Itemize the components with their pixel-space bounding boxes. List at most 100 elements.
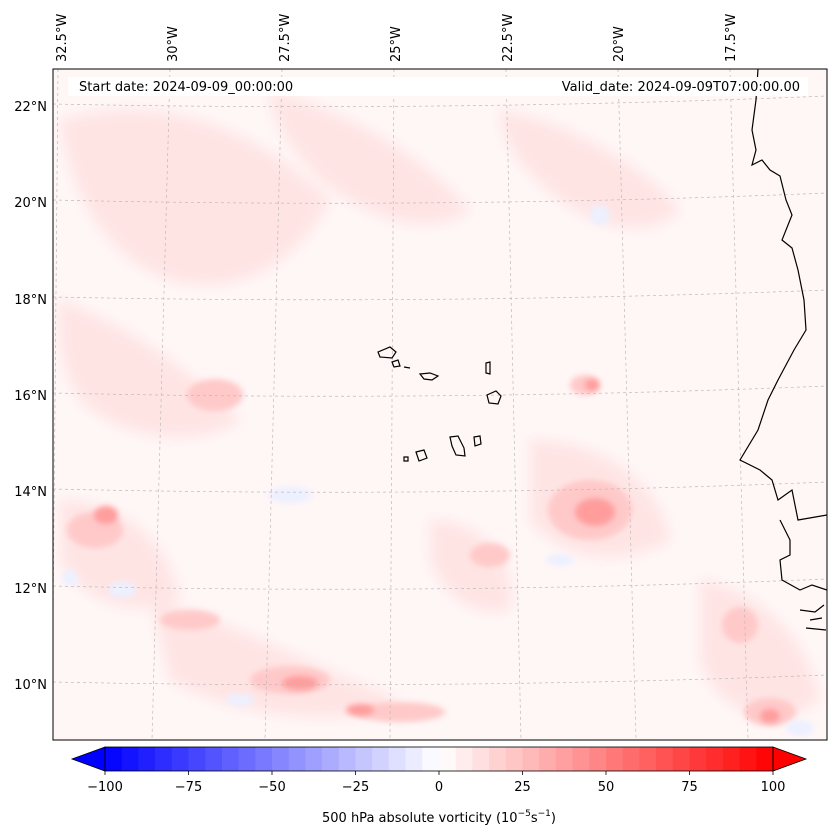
colorbar-segment (355, 747, 373, 771)
colorbar-segment (539, 747, 557, 771)
senegal-gambia-coast (779, 519, 827, 591)
brava-island (403, 456, 409, 462)
colorbar-segment (555, 747, 574, 771)
cbar-tick-0: 0 (435, 780, 443, 795)
lat-label-18n: 18°N (14, 293, 47, 308)
colorbar-segment (155, 747, 173, 771)
latitude-labels: 22°N 20°N 18°N 16°N 14°N 12°N 10°N (14, 100, 47, 693)
parallel-12n (53, 578, 827, 590)
santo-antao-island (377, 346, 397, 359)
lat-label-12n: 12°N (14, 582, 47, 597)
meridian-27-5w (264, 69, 283, 740)
colorbar-segment (288, 747, 306, 771)
colorbar-segment (238, 747, 256, 771)
colorbar-tick-marks (104, 771, 774, 775)
meridian-17-5w (729, 69, 749, 740)
cbar-tick-50: 50 (598, 780, 615, 795)
colorbar-segment (338, 747, 356, 771)
colorbar-segment (622, 747, 640, 771)
parallel-22n (53, 95, 827, 108)
fogo-island (415, 449, 428, 462)
meridian-20w (617, 69, 637, 740)
santa-luzia-island (403, 366, 411, 369)
lon-label-25w: 25°W (389, 26, 404, 62)
colorbar-segment (272, 747, 290, 771)
coastlines (377, 69, 827, 631)
colorbar-tick-labels: −100 −75 −50 −25 0 25 50 75 100 (87, 780, 785, 795)
colorbar-segment (739, 747, 757, 771)
colorbar-segment (689, 747, 707, 771)
colorbar-segment (138, 747, 156, 771)
sao-nicolau-island (418, 372, 440, 381)
colorbar-segment (489, 747, 507, 771)
cbar-tick-100: 100 (761, 780, 786, 795)
cbar-tick-m100: −100 (87, 780, 123, 795)
lon-label-20w: 20°W (612, 26, 627, 62)
colorbar-segment (722, 747, 741, 771)
colorbar-segment (522, 747, 540, 771)
map-frame (52, 68, 828, 741)
colorbar-segment (255, 747, 273, 771)
cbar-tick-m25: −25 (342, 780, 369, 795)
colorbar-label: 500 hPa absolute vorticity (10−5s−1) (322, 809, 556, 826)
boa-vista-island (486, 390, 502, 405)
colorbar-segment (472, 747, 490, 771)
lat-label-10n: 10°N (14, 678, 47, 693)
colorbar-segment (706, 747, 724, 771)
colorbar-segment (188, 747, 206, 771)
lon-label-17-5w: 17.5°W (724, 14, 739, 62)
cbar-tick-m75: −75 (175, 780, 202, 795)
parallel-20n (53, 192, 827, 204)
colorbar-segment (305, 747, 323, 771)
meridian-25w (389, 69, 395, 740)
africa-coastline (739, 69, 827, 521)
parallel-18n (53, 289, 827, 301)
lat-label-22n: 22°N (14, 100, 47, 115)
colorbar-segment (589, 747, 607, 771)
colorbar-segment (439, 747, 457, 771)
colorbar-segment (171, 747, 189, 771)
longitude-labels: 32.5°W 30°W 27.5°W 25°W 22.5°W 20°W 17.5… (55, 14, 739, 62)
guinea-bissau-coast (799, 604, 827, 631)
colorbar-segment (756, 747, 774, 771)
cbar-tick-25: 25 (514, 780, 531, 795)
santiago-island (449, 435, 466, 457)
colorbar-segment (405, 747, 423, 771)
lon-label-27-5w: 27.5°W (278, 14, 293, 62)
colorbar-segment (372, 747, 390, 771)
colorbar-segment (606, 747, 624, 771)
colorbar-segment (205, 747, 223, 771)
lat-label-14n: 14°N (14, 485, 47, 500)
colorbar-segment (656, 747, 674, 771)
lat-label-16n: 16°N (14, 389, 47, 404)
start-date-text: Start date: 2024-09-09_00:00:00 (79, 80, 293, 95)
parallel-10n (53, 674, 827, 686)
sal-island (485, 361, 491, 375)
colorbar-segment (455, 747, 473, 771)
meridian-30w (151, 69, 171, 740)
colorbar-segment (422, 747, 440, 771)
meridian-22-5w (505, 69, 522, 740)
lat-label-20n: 20°N (14, 196, 47, 211)
parallel-16n (53, 385, 827, 397)
lon-label-22-5w: 22.5°W (501, 14, 516, 62)
cbar-tick-m50: −50 (258, 780, 285, 795)
vorticity-field (53, 69, 827, 740)
lon-label-32-5w: 32.5°W (55, 14, 70, 62)
lon-label-30w: 30°W (166, 26, 181, 62)
graticule (53, 69, 827, 740)
colorbar-segments (105, 747, 774, 771)
valid-date-text: Valid_date: 2024-09-09T07:00:00.00 (562, 80, 800, 95)
maio-island (473, 435, 482, 447)
colorbar-max-extend-arrow (772, 746, 808, 772)
header-strip (68, 77, 808, 96)
colorbar-segment (388, 747, 407, 771)
colorbar-segment (639, 747, 657, 771)
colorbar-segment (105, 747, 123, 771)
sao-vicente-island (391, 359, 401, 368)
colorbar-segment (322, 747, 340, 771)
colorbar-segment (121, 747, 139, 771)
colorbar-segment (505, 747, 523, 771)
colorbar-segment (672, 747, 690, 771)
